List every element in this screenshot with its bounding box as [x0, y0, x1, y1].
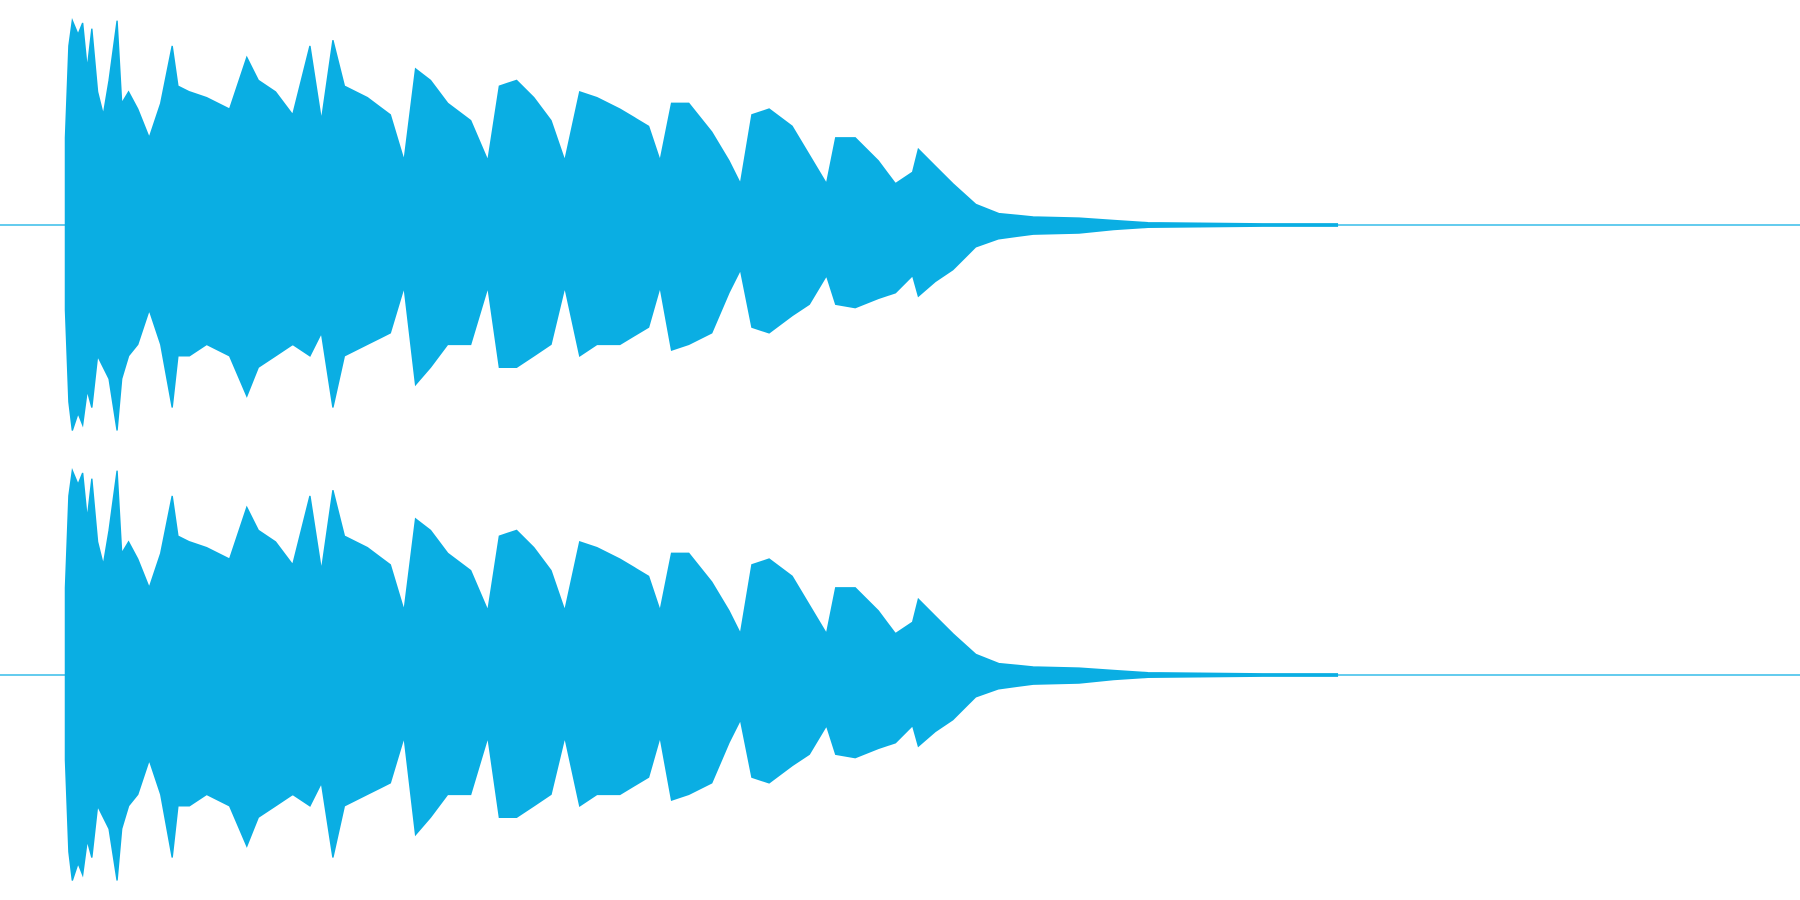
waveform [64, 469, 1339, 882]
waveform [64, 19, 1339, 432]
channel-right [0, 469, 1800, 882]
channel-left [0, 19, 1800, 432]
